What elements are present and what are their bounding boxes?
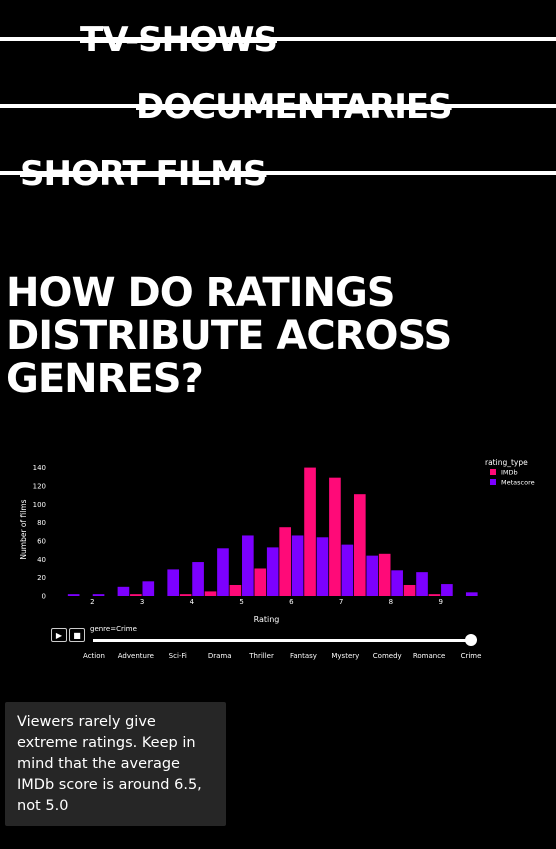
- play-icon: ▶: [55, 631, 63, 640]
- bar-metascore: [192, 562, 204, 596]
- stop-icon: ■: [73, 631, 81, 640]
- slider-option-drama[interactable]: Drama: [207, 652, 232, 660]
- genre-slider-track[interactable]: [93, 639, 471, 642]
- legend-label-imdb: IMDb: [501, 469, 518, 477]
- y-tick-label: 80: [37, 519, 46, 527]
- x-axis-title: Rating: [254, 615, 280, 624]
- y-tick-label: 140: [33, 464, 46, 472]
- bar-metascore: [117, 586, 130, 596]
- slider-option-action[interactable]: Action: [83, 652, 105, 660]
- bar-metascore: [142, 581, 155, 596]
- nav-item-tv-shows[interactable]: TV-SHOWS: [80, 20, 278, 60]
- y-tick-label: 100: [33, 501, 46, 509]
- x-tick-label: 2: [90, 598, 94, 606]
- nav-line-2: [0, 104, 556, 108]
- slider-option-fantasy[interactable]: Fantasy: [289, 652, 317, 660]
- bar-metascore: [266, 547, 279, 596]
- legend-swatch-metascore: [490, 479, 496, 485]
- y-axis-title: Number of films: [19, 499, 28, 559]
- y-tick-label: 60: [37, 537, 46, 545]
- bar-imdb: [304, 467, 316, 596]
- bar-imdb: [279, 527, 291, 596]
- bar-metascore: [291, 535, 304, 596]
- play-button[interactable]: ▶: [51, 628, 67, 642]
- ratings-histogram: 0 20 40 60 80 100 120 140 2 3 4 5 6 7 8 9 Rating Number o…: [19, 458, 535, 624]
- legend-swatch-imdb: [490, 469, 496, 475]
- x-tick-label: 3: [140, 598, 144, 606]
- x-tick-label: 9: [438, 598, 442, 606]
- y-tick-label: 40: [37, 556, 46, 564]
- bar-metascore: [316, 537, 329, 596]
- bar-metascore: [391, 570, 403, 596]
- slider-option-crime[interactable]: Crime: [460, 652, 482, 660]
- slider-option-romance[interactable]: Romance: [412, 652, 446, 660]
- slider-option-comedy[interactable]: Comedy: [372, 652, 402, 660]
- bar-metascore: [341, 544, 354, 596]
- slider-option-thriller[interactable]: Thriller: [249, 652, 274, 660]
- bar-metascore: [217, 548, 229, 596]
- x-tick-label: 7: [339, 598, 343, 606]
- bar-metascore: [67, 594, 80, 596]
- bar-imdb: [403, 584, 416, 596]
- nav-line-1: [0, 37, 556, 41]
- legend-label-metascore: Metascore: [501, 479, 535, 487]
- bar-metascore: [416, 572, 428, 596]
- bar-imdb: [229, 584, 242, 596]
- genre-slider-handle[interactable]: [465, 634, 477, 646]
- stop-button[interactable]: ■: [69, 628, 85, 642]
- bar-metascore: [441, 584, 453, 596]
- x-tick-label: 8: [389, 598, 393, 606]
- bar-imdb: [329, 477, 341, 596]
- nav-item-documentaries[interactable]: DOCUMENTARIES: [136, 87, 453, 127]
- slider-option-adventure[interactable]: Adventure: [117, 652, 154, 660]
- bar-imdb: [353, 494, 366, 596]
- bar-imdb: [130, 594, 142, 596]
- slider-option-mystery[interactable]: Mystery: [331, 652, 360, 660]
- bar-imdb: [378, 553, 391, 596]
- nav-item-short-films[interactable]: SHORT FILMS: [20, 154, 267, 194]
- bar-imdb: [179, 594, 192, 596]
- bar-imdb: [428, 594, 441, 596]
- x-tick-label: 4: [190, 598, 195, 606]
- bar-imdb: [204, 591, 217, 596]
- y-tick-label: 0: [42, 593, 46, 601]
- legend-title: rating_type: [485, 458, 528, 467]
- bar-imdb: [254, 568, 267, 596]
- bar-metascore: [366, 555, 379, 596]
- nav-line-3: [0, 171, 556, 175]
- info-note: Viewers rarely give extreme ratings. Kee…: [5, 702, 226, 826]
- slider-current-label: genre=Crime: [90, 625, 137, 633]
- bar-metascore: [167, 569, 180, 596]
- bar-metascore: [92, 594, 105, 596]
- bar-metascore: [465, 592, 478, 596]
- bar-metascore: [242, 535, 254, 596]
- slider-option-sci-fi[interactable]: Sci-Fi: [168, 652, 187, 660]
- y-tick-label: 20: [37, 574, 46, 582]
- y-tick-label: 120: [33, 482, 46, 490]
- x-tick-label: 5: [239, 598, 243, 606]
- x-tick-label: 6: [289, 598, 294, 606]
- page-title: HOW DO RATINGS DISTRIBUTE ACROSS GENRES?: [6, 270, 452, 402]
